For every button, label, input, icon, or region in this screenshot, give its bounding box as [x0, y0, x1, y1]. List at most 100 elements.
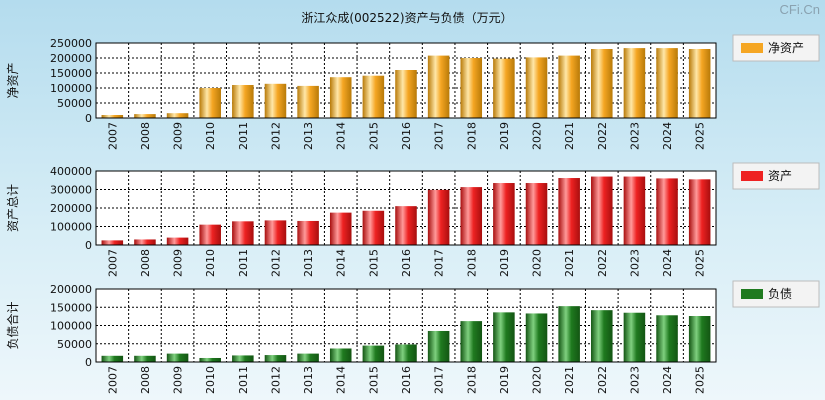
y-tick-label: 300000 [50, 184, 92, 197]
legend-label: 负债 [768, 287, 792, 301]
bar-assets-2009 [166, 237, 189, 245]
bar-liabilities-2015 [362, 345, 385, 362]
x-tick-label: 2013 [302, 249, 315, 277]
x-tick-label: 2017 [433, 249, 446, 277]
legend-swatch [741, 289, 763, 299]
bar-net-assets-2007 [101, 115, 124, 118]
x-tick-label: 2012 [269, 366, 282, 394]
x-tick-label: 2015 [367, 366, 380, 394]
bar-net-assets-2017 [427, 55, 450, 118]
y-tick-label: 250000 [50, 37, 92, 50]
y-axis-label: 净资产 [6, 62, 20, 98]
legend-net-assets: 净资产 [732, 34, 820, 62]
x-tick-label: 2009 [172, 366, 185, 394]
bar-liabilities-2011 [232, 355, 254, 362]
bar-net-assets-2019 [493, 58, 515, 118]
x-tick-label: 2018 [465, 122, 478, 150]
bar-net-assets-2023 [623, 48, 646, 118]
bar-liabilities-2010 [199, 357, 221, 362]
x-tick-label: 2017 [433, 366, 446, 394]
bar-assets-2019 [493, 183, 515, 245]
y-tick-label: 0 [85, 239, 92, 252]
x-tick-label: 2011 [237, 366, 250, 394]
bar-liabilities-2020 [525, 313, 548, 362]
x-tick-label: 2020 [531, 249, 544, 277]
bar-liabilities-2018 [460, 321, 483, 362]
y-tick-label: 50000 [57, 338, 92, 351]
bar-net-assets-2022 [591, 49, 613, 118]
x-tick-label: 2024 [661, 366, 674, 394]
x-tick-label: 2007 [106, 249, 119, 277]
bar-liabilities-2017 [427, 330, 450, 362]
x-tick-label: 2022 [596, 122, 609, 150]
bar-net-assets-2016 [395, 70, 417, 118]
x-tick-label: 2013 [302, 122, 315, 150]
legend-box [732, 34, 820, 62]
bar-net-assets-2015 [362, 75, 385, 118]
x-tick-label: 2011 [237, 249, 250, 277]
bar-assets-2008 [134, 239, 156, 245]
legend-assets: 资产 [732, 162, 820, 190]
x-tick-label: 2024 [661, 249, 674, 277]
x-tick-label: 2016 [400, 249, 413, 277]
panel-assets: 0 100000 200000 300000 400000 2007 2008 2009 201… [6, 162, 820, 277]
x-tick-label: 2021 [563, 249, 576, 277]
bar-net-assets-2008 [134, 114, 156, 118]
x-tick-label: 2025 [694, 366, 707, 394]
x-tick-label: 2020 [531, 122, 544, 150]
x-tick-label: 2023 [628, 249, 641, 277]
x-tick-label: 2010 [204, 249, 217, 277]
bar-assets-2021 [558, 178, 580, 245]
y-tick-label: 200000 [50, 283, 92, 296]
bar-assets-2010 [199, 224, 221, 245]
legend-swatch [741, 171, 763, 181]
bar-liabilities-2007 [101, 355, 124, 362]
x-tick-label: 2008 [139, 366, 152, 394]
x-tick-label: 2007 [106, 366, 119, 394]
legend-liabilities: 负债 [732, 280, 820, 308]
x-tick-label: 2014 [335, 366, 348, 394]
x-tick-label: 2018 [465, 366, 478, 394]
bar-assets-2018 [460, 187, 483, 245]
y-tick-label: 200000 [50, 52, 92, 65]
x-tick-label: 2019 [498, 366, 511, 394]
legend-swatch [741, 43, 763, 53]
x-tick-label: 2013 [302, 366, 315, 394]
y-tick-label: 200000 [50, 202, 92, 215]
x-tick-label: 2025 [694, 249, 707, 277]
bar-assets-2016 [395, 206, 417, 245]
plot-border [95, 170, 717, 246]
y-axis-label: 资产总计 [6, 184, 20, 232]
bar-net-assets-2025 [688, 49, 711, 118]
y-tick-label: 100000 [50, 82, 92, 95]
bar-liabilities-2022 [591, 310, 613, 362]
bar-net-assets-2018 [460, 58, 483, 118]
bar-net-assets-2009 [166, 113, 189, 118]
panel-liabilities: 0 50000 100000 150000 200000 2007 2008 2009 2010… [5, 280, 820, 394]
x-tick-label: 2010 [204, 366, 217, 394]
legend-label: 资产 [768, 169, 792, 183]
bar-assets-2012 [264, 220, 287, 245]
bar-net-assets-2010 [199, 88, 221, 118]
y-tick-label: 150000 [50, 301, 92, 314]
bar-net-assets-2020 [525, 57, 548, 118]
y-axis-label: 负债合计 [5, 301, 20, 349]
plot-border [95, 42, 717, 119]
x-tick-label: 2011 [237, 122, 250, 150]
x-tick-label: 2014 [335, 249, 348, 277]
x-tick-label: 2009 [172, 122, 185, 150]
x-tick-label: 2023 [628, 366, 641, 394]
x-tick-label: 2016 [400, 366, 413, 394]
bar-assets-2014 [329, 212, 352, 245]
x-tick-label: 2008 [139, 249, 152, 277]
bar-assets-2013 [297, 220, 319, 245]
bar-net-assets-2013 [297, 85, 319, 118]
x-tick-label: 2016 [400, 122, 413, 150]
bar-liabilities-2019 [493, 312, 515, 362]
bar-liabilities-2023 [623, 312, 646, 362]
bar-liabilities-2013 [297, 353, 319, 362]
x-tick-label: 2015 [367, 122, 380, 150]
panel-net-assets: 0 50000 100000 150000 200000 250000 2007 2008 20… [6, 34, 820, 150]
bar-net-assets-2011 [232, 85, 254, 118]
x-tick-label: 2009 [172, 249, 185, 277]
